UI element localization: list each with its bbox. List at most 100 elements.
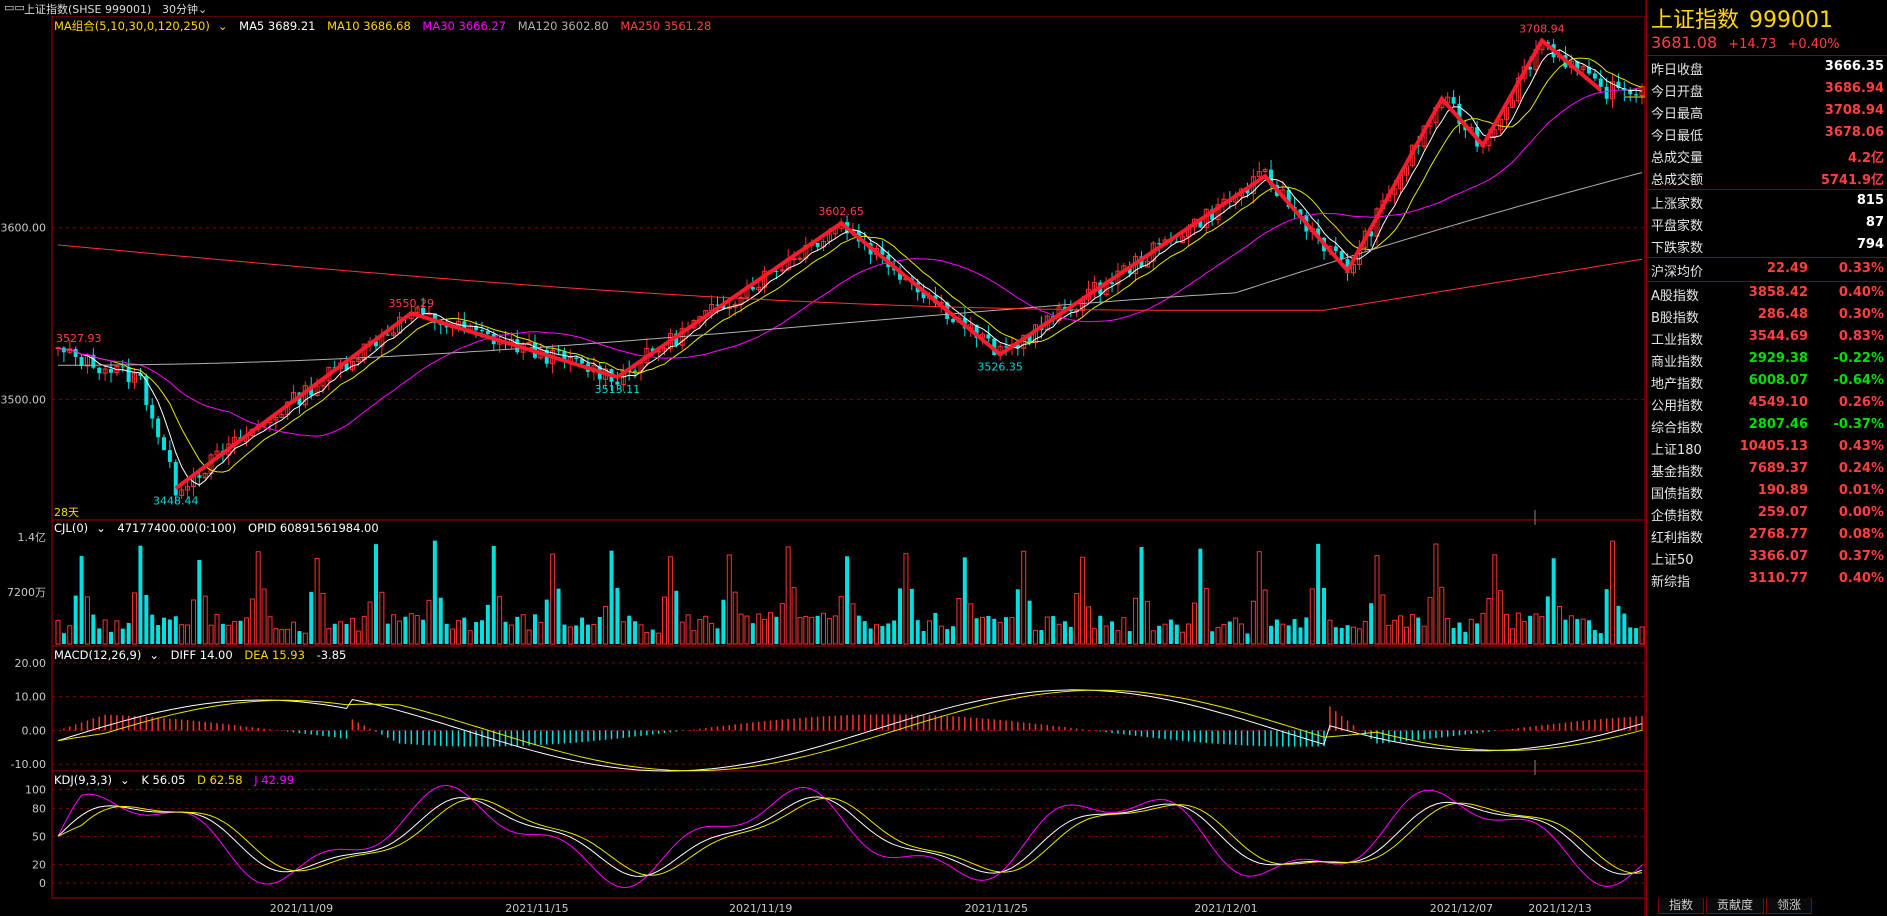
volume-bar [903, 553, 909, 645]
ma-combo-label[interactable]: MA组合(5,10,30,0,120,250) ⌄ [54, 19, 228, 33]
volume-bar [1133, 597, 1139, 645]
candle-body [355, 359, 361, 363]
volume-bar [491, 545, 496, 644]
index-row[interactable]: 国债指数 190.89 0.01% [1647, 480, 1887, 502]
volume-bar [126, 623, 131, 644]
j-line [57, 784, 1643, 889]
d-value: D 62.58 [197, 773, 243, 787]
candle-body [674, 333, 679, 346]
index-row[interactable]: 工业指数 3544.69 0.83% [1647, 326, 1887, 348]
annotation-low: 3448.44 [153, 494, 199, 507]
volume-bar [750, 623, 755, 644]
volume-bar [84, 596, 90, 645]
candle-body [414, 307, 420, 313]
volume-indicator-name[interactable]: CJL(0) ⌄ [54, 521, 106, 535]
candle-body [79, 356, 84, 367]
volume-bar [880, 626, 885, 644]
chart-canvas[interactable]: 3600.00 3500.00 3527.93 3448.44 3550.29 3513.… [0, 0, 1646, 916]
candle-body [1509, 100, 1515, 108]
volume-bar [338, 621, 344, 645]
days-label: 28天 [54, 506, 79, 519]
volume-bar [474, 622, 479, 644]
kdj-legend: KDJ(9,3,3) ⌄ K 56.05 D 62.58 J 42.99 [54, 773, 302, 787]
volume-bar [385, 623, 390, 644]
index-row[interactable]: 地产指数 6008.07 -0.64% [1647, 370, 1887, 392]
candle-body [662, 347, 668, 352]
index-row[interactable]: 企债指数 259.07 0.00% [1647, 502, 1887, 524]
price-axis-label: 3600.00 [1, 222, 47, 235]
volume-bar [1039, 630, 1044, 644]
tab-contribution[interactable]: 贡献度 [1706, 898, 1765, 914]
index-row[interactable]: A股指数 3858.42 0.40% [1647, 282, 1887, 304]
volume-bar [585, 624, 590, 644]
volume-bar [915, 620, 920, 644]
index-row[interactable]: 基金指数 7689.37 0.24% [1647, 458, 1887, 480]
breadth-row: 上涨家数 815 [1647, 190, 1887, 212]
volume-bar [1198, 548, 1203, 644]
macd-axis-label: 10.00 [15, 691, 47, 704]
index-row[interactable]: 新综指 3110.77 0.40% [1647, 568, 1887, 590]
candle-body [1604, 86, 1609, 99]
volume-bar [538, 621, 544, 645]
period-selector[interactable]: 30分钟⌄ [162, 3, 208, 16]
index-label: B股指数 [1651, 311, 1699, 326]
volume-bar [1480, 612, 1486, 645]
quote-value: 3678.06 [1824, 125, 1884, 140]
volume-bar [309, 591, 314, 644]
volume-bar [302, 632, 308, 645]
volume-bar [656, 632, 662, 645]
volume-bar [909, 588, 914, 644]
index-row[interactable]: B股指数 286.48 0.30% [1647, 304, 1887, 326]
volume-bar [314, 558, 320, 645]
volume-bar [603, 606, 609, 645]
index-title: 上证指数 999001 [1651, 2, 1833, 34]
window-icon[interactable]: ▭▭ [4, 1, 25, 14]
volume-bar [1416, 617, 1421, 644]
volume-bar [285, 628, 291, 645]
volume-bar [391, 614, 397, 645]
candle-body [1015, 344, 1020, 349]
avg-price-pct: 0.33% [1838, 261, 1884, 276]
volume-bar [1150, 630, 1156, 645]
volume-bar [921, 631, 926, 644]
candle-body [1286, 189, 1291, 207]
tab-index[interactable]: 指数 [1658, 898, 1705, 914]
index-row[interactable]: 上证50 3366.07 0.37% [1647, 546, 1887, 568]
candle-body [1634, 94, 1639, 96]
ma120-line [58, 172, 1643, 366]
volume-bar [620, 621, 626, 645]
tab-leaders[interactable]: 领涨 [1766, 898, 1813, 914]
volume-bar [1616, 605, 1621, 644]
macd-indicator-name[interactable]: MACD(12,26,9) ⌄ [54, 648, 159, 662]
index-row[interactable]: 综合指数 2807.46 -0.37% [1647, 414, 1887, 436]
ma-legend: MA组合(5,10,30,0,120,250) ⌄ MA5 3689.21 MA1… [54, 18, 719, 34]
volume-bar [1032, 629, 1038, 645]
avg-price-row: 沪深均价 22.49 0.33% [1647, 258, 1887, 280]
index-row[interactable]: 上证180 10405.13 0.43% [1647, 436, 1887, 458]
candle-body [391, 332, 397, 336]
kdj-indicator-name[interactable]: KDJ(9,3,3) ⌄ [54, 773, 130, 787]
index-row[interactable]: 商业指数 2929.38 -0.22% [1647, 348, 1887, 370]
breadth-row: 平盘家数 87 [1647, 212, 1887, 234]
volume-bar [485, 604, 490, 644]
volume-bar [550, 553, 556, 645]
volume-bar [214, 613, 220, 645]
volume-bar [455, 620, 461, 645]
volume-bar [1009, 617, 1015, 645]
volume-bar [1074, 593, 1080, 645]
index-row[interactable]: 公用指数 4549.10 0.26% [1647, 392, 1887, 414]
volume-bar [179, 624, 185, 645]
volume-bar [1239, 623, 1245, 645]
volume-bar [562, 624, 567, 644]
index-label: A股指数 [1651, 289, 1699, 304]
candle-body [132, 372, 138, 383]
candle-body [202, 472, 208, 479]
index-row[interactable]: 红利指数 2768.77 0.08% [1647, 524, 1887, 546]
index-pct: 0.37% [1838, 549, 1884, 564]
date-axis-label: 2021/12/07 [1430, 902, 1493, 915]
volume-bar [785, 546, 791, 645]
candle-body [650, 348, 655, 352]
candle-body [144, 375, 149, 405]
avg-price-label: 沪深均价 [1651, 265, 1704, 280]
index-value: 2929.38 [1748, 351, 1808, 366]
